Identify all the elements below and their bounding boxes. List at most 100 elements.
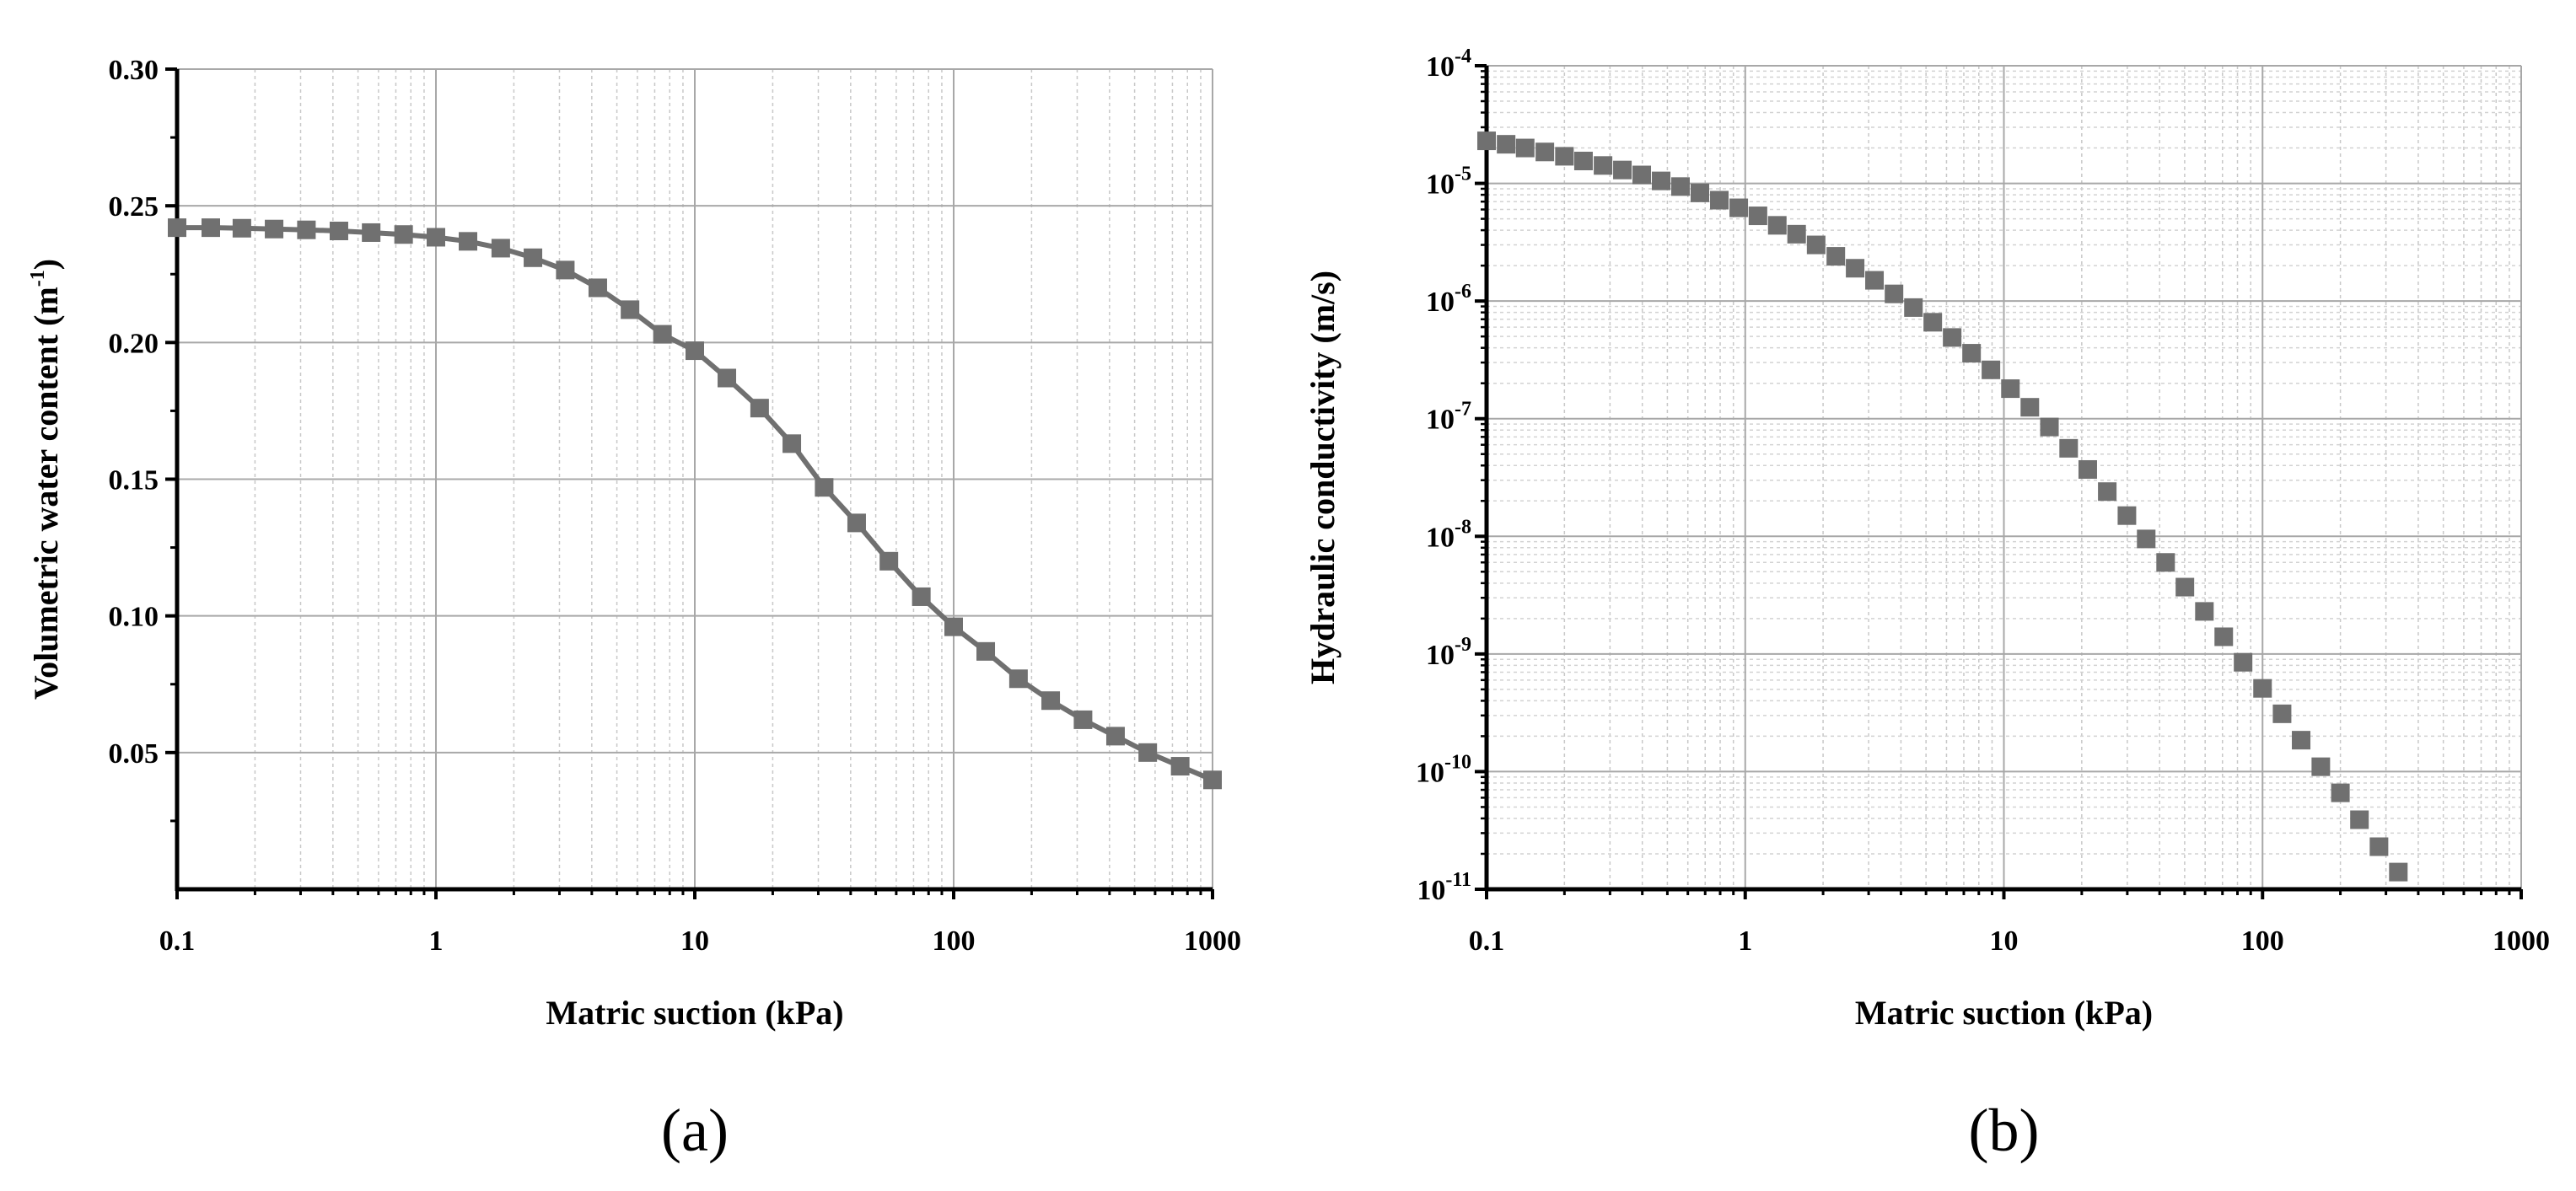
data-point (1923, 313, 1943, 332)
data-point (815, 478, 834, 497)
x-axis-title: Matric suction (kPa) (546, 994, 843, 1032)
data-point (1632, 165, 1652, 185)
data-point (1904, 298, 1923, 317)
data-point (2117, 506, 2137, 525)
y-tick-label: 10-7 (1426, 399, 1471, 436)
x-tick-label: 0.1 (159, 925, 196, 957)
data-point (944, 617, 963, 636)
data-point (750, 399, 769, 418)
panel-label: (a) (661, 1097, 729, 1164)
data-point (1170, 757, 1190, 776)
data-point (2331, 783, 2350, 802)
data-point (1806, 235, 1826, 255)
data-point (1846, 259, 1865, 278)
data-point (2292, 731, 2311, 750)
data-point (1138, 743, 1158, 762)
data-point (686, 341, 704, 361)
data-point (2214, 627, 2234, 646)
data-point (2020, 398, 2040, 417)
data-point (362, 223, 381, 242)
data-point (847, 513, 866, 533)
data-point (1535, 142, 1555, 162)
data-point (1203, 770, 1222, 790)
data-point (2389, 862, 2408, 882)
data-point (1594, 156, 1613, 175)
y-tick-label: 10-6 (1426, 281, 1471, 318)
data-point (588, 278, 607, 298)
chart-panel-a: 0.1 1 10 100 1000 0.05 0.10 0.15 0.20 0.25 0.30 Mat… (27, 55, 1241, 1164)
data-point (1613, 160, 1632, 180)
data-point (2175, 577, 2195, 597)
y-tick-label: 0.30 (109, 55, 159, 86)
x-tick-label: 1 (429, 925, 444, 957)
data-point (1008, 669, 1028, 689)
y-tick-label: 0.25 (109, 191, 159, 223)
data-point (1041, 691, 1061, 711)
data-point (2272, 704, 2292, 723)
data-point (1710, 190, 1729, 210)
data-point (297, 220, 316, 239)
data-point (2137, 529, 2156, 549)
data-point (2156, 553, 2175, 572)
data-point (1865, 271, 1885, 290)
x-axis-title: Matric suction (kPa) (1855, 994, 2153, 1032)
data-point (1105, 727, 1125, 746)
data-point (2001, 379, 2020, 399)
data-point (782, 434, 802, 453)
data-point (621, 300, 640, 319)
data-point (1670, 177, 1690, 196)
y-axis-title: Hydraulic conductivity (m/s) (1304, 271, 1342, 684)
y-tick-label: 10-5 (1426, 164, 1471, 201)
x-tick-label: 100 (933, 925, 976, 957)
data-point (1515, 138, 1535, 158)
data-point (1748, 207, 1767, 226)
data-point (1885, 284, 1904, 303)
data-point (1691, 183, 1710, 202)
data-point (1826, 247, 1846, 266)
y-tick-label: 10-8 (1426, 516, 1471, 553)
x-tick-label: 10 (680, 925, 709, 957)
data-point (2098, 482, 2117, 502)
data-point (2253, 679, 2272, 698)
data-point (1555, 147, 1574, 166)
y-tick-label: 10-11 (1417, 869, 1471, 906)
x-tick-label: 100 (2241, 925, 2284, 957)
x-tick-label: 1000 (1184, 925, 1241, 957)
data-point (2311, 757, 2331, 776)
data-point (718, 368, 737, 388)
data-point (232, 218, 251, 238)
y-tick-label: 0.15 (109, 465, 159, 496)
y-tick-label: 0.10 (109, 602, 159, 633)
data-point (491, 239, 510, 258)
data-point (168, 218, 186, 238)
data-point (1943, 328, 1962, 347)
data-point (202, 218, 221, 238)
data-point (1652, 171, 1671, 190)
x-tick-label: 10 (1990, 925, 2019, 957)
y-axis-title: Volumetric water content (m-1) (27, 259, 65, 700)
data-point (1497, 135, 1516, 154)
data-point (265, 219, 284, 239)
data-point (1962, 344, 1982, 363)
x-tick-label: 1000 (2493, 925, 2550, 957)
data-point (879, 551, 899, 571)
data-point (1787, 224, 1806, 244)
data-point (394, 225, 413, 244)
data-point (2369, 837, 2389, 856)
x-tick-label: 1 (1738, 925, 1752, 957)
data-point (912, 587, 931, 606)
data-point (329, 222, 348, 241)
y-tick-label: 10-4 (1426, 46, 1471, 83)
y-tick-label: 10-10 (1416, 751, 1471, 788)
data-point (2350, 810, 2369, 829)
data-point (653, 325, 672, 344)
data-point (459, 232, 478, 251)
data-point (1982, 360, 2001, 379)
data-point (2195, 602, 2214, 621)
data-point (1477, 131, 1496, 151)
data-point (1573, 152, 1593, 171)
y-tick-label: 0.05 (109, 738, 159, 770)
data-point (427, 228, 445, 247)
chart-panel-b: 0.1 1 10 100 1000 10-11 10-10 10-9 10-8 10-7 10-6 1… (1304, 46, 2550, 1164)
